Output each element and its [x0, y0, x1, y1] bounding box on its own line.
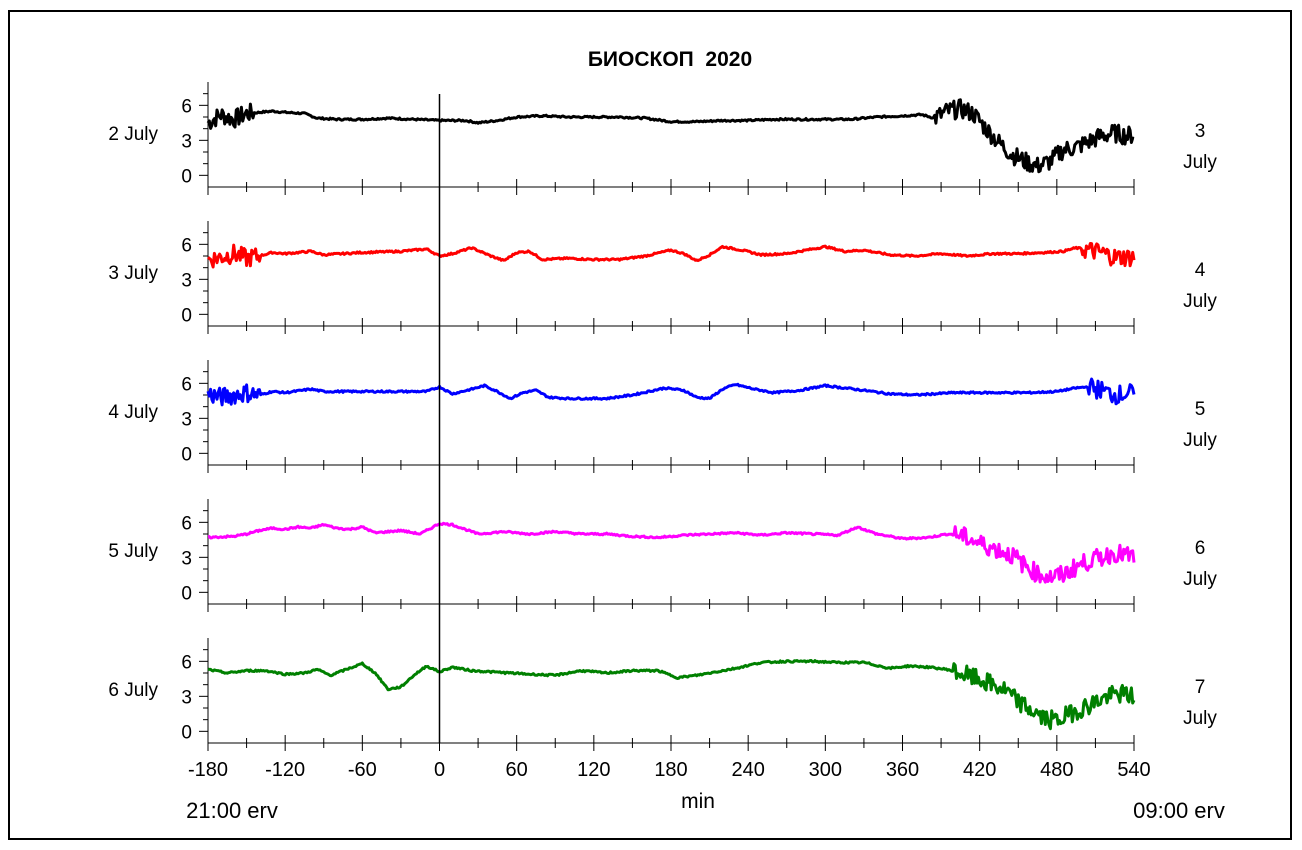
x-left-time-note: 21:00 erv — [186, 798, 278, 823]
series-line — [207, 521, 1136, 584]
panel-right-word: July — [1183, 708, 1217, 729]
x-tick-label: 360 — [886, 759, 919, 781]
y-tick-label: 0 — [181, 444, 192, 465]
x-tick-label: -180 — [188, 759, 228, 781]
panel-right-word: July — [1183, 291, 1217, 312]
panel-right-number: 7 — [1195, 677, 1206, 698]
panel-left-label: 2 July — [108, 124, 158, 145]
y-tick-label: 0 — [181, 305, 192, 326]
x-axis: -180 -120 -60 0 60 120 180 240 300 360 420 480 540 — [188, 759, 1151, 781]
x-tick-label: 240 — [731, 759, 764, 781]
x-tick-label: 420 — [963, 759, 996, 781]
panel-2: 0 3 6 3 July 4 July — [108, 221, 1217, 334]
x-tick-label: 480 — [1040, 759, 1073, 781]
x-tick-label: -120 — [265, 759, 305, 781]
panel-left-label: 4 July — [108, 402, 158, 423]
panel-right-word: July — [1183, 569, 1217, 590]
y-tick-label: 6 — [181, 96, 192, 117]
chart-canvas: БИОСКОП 2020 0 3 6 2 July 3 July 0 3 6 3 July 4 Jul… — [108, 48, 1225, 823]
x-tick-label: 300 — [809, 759, 842, 781]
panel-1: 0 3 6 2 July 3 July — [108, 82, 1217, 195]
panel-right-number: 5 — [1195, 399, 1206, 420]
x-tick-label: 60 — [506, 759, 528, 781]
panel-5: 0 3 6 6 July 7 July — [108, 638, 1217, 751]
chart-panels: 0 3 6 2 July 3 July 0 3 6 3 July 4 July 0 3 6 4 July 5 Ju… — [108, 82, 1217, 751]
y-tick-label: 3 — [181, 131, 192, 152]
panel-left-label: 3 July — [108, 263, 158, 284]
y-tick-label: 3 — [181, 548, 192, 569]
y-tick-label: 6 — [181, 513, 192, 534]
chart-title: БИОСКОП 2020 — [588, 48, 752, 71]
y-tick-label: 3 — [181, 687, 192, 708]
x-tick-label: 0 — [434, 759, 445, 781]
x-right-time-note: 09:00 erv — [1133, 798, 1225, 823]
panel-right-word: July — [1183, 152, 1217, 173]
panel-right-number: 4 — [1195, 260, 1206, 281]
x-tick-label: 540 — [1117, 759, 1150, 781]
panel-right-number: 6 — [1195, 538, 1206, 559]
series-line — [206, 377, 1136, 407]
panel-left-label: 6 July — [108, 680, 158, 701]
x-axis-label: min — [681, 790, 715, 813]
y-tick-label: 0 — [181, 722, 192, 743]
panel-left-label: 5 July — [108, 541, 158, 562]
chart-frame: БИОСКОП 2020 0 3 6 2 July 3 July 0 3 6 3 July 4 Jul… — [8, 10, 1292, 840]
y-tick-label: 6 — [181, 374, 192, 395]
series-line — [207, 242, 1136, 269]
y-tick-label: 6 — [181, 235, 192, 256]
y-tick-label: 6 — [181, 652, 192, 673]
series-line — [207, 659, 1136, 731]
y-tick-label: 0 — [181, 583, 192, 604]
panel-3: 0 3 6 4 July 5 July — [108, 360, 1217, 473]
panel-right-word: July — [1183, 430, 1217, 451]
series-line — [206, 98, 1135, 174]
y-tick-label: 0 — [181, 166, 192, 187]
y-tick-label: 3 — [181, 270, 192, 291]
x-tick-label: 180 — [654, 759, 687, 781]
y-tick-label: 3 — [181, 409, 192, 430]
panel-4: 0 3 6 5 July 6 July — [108, 499, 1217, 612]
panel-right-number: 3 — [1195, 121, 1206, 142]
x-tick-label: 120 — [577, 759, 610, 781]
x-tick-label: -60 — [348, 759, 377, 781]
